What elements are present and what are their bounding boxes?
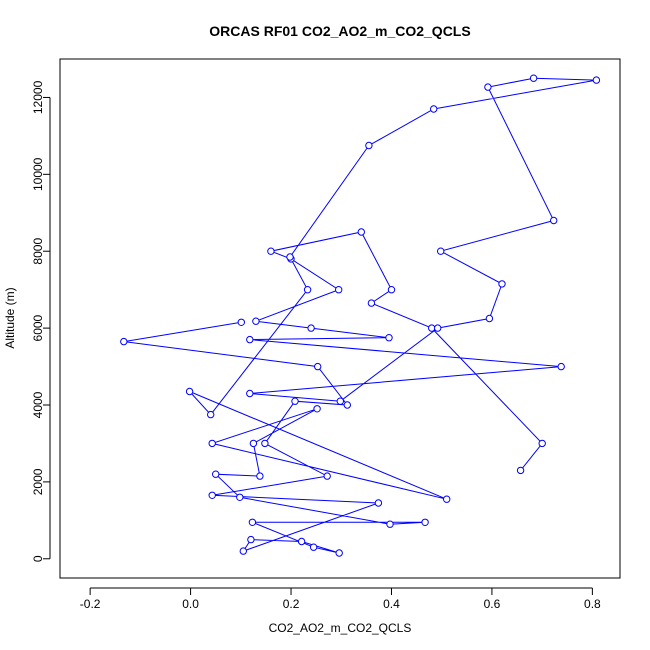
data-point xyxy=(303,286,312,294)
data-point xyxy=(314,362,322,371)
y-tick-label: 6000 xyxy=(31,314,45,341)
data-point xyxy=(248,518,257,526)
data-point xyxy=(291,397,299,405)
y-tick-label: 0 xyxy=(31,555,45,562)
data-point xyxy=(385,334,393,342)
x-tick-label: 0.6 xyxy=(484,597,501,611)
data-point xyxy=(550,216,558,225)
chart-title: ORCAS RF01 CO2_AO2_m_CO2_QCLS xyxy=(209,23,470,39)
data-point xyxy=(261,439,269,448)
data-point xyxy=(336,397,344,405)
x-tick-label: 0.0 xyxy=(182,597,199,611)
data-point xyxy=(557,362,565,371)
y-tick-label: 2000 xyxy=(31,468,45,495)
data-point xyxy=(367,299,376,307)
series-layer xyxy=(120,74,601,557)
y-axis-label: Altitude (m) xyxy=(3,287,17,348)
plot-frame xyxy=(59,58,621,579)
data-point xyxy=(335,286,343,294)
x-tick-label: 0.2 xyxy=(283,597,300,611)
x-tick-label: 0.4 xyxy=(383,597,400,611)
data-point xyxy=(237,318,246,326)
data-point xyxy=(246,335,254,344)
plot-area xyxy=(59,58,621,579)
data-point xyxy=(538,439,546,448)
data-point xyxy=(421,518,429,526)
data-point xyxy=(386,520,394,528)
data-point xyxy=(247,535,255,544)
data-point xyxy=(357,228,365,236)
data-point xyxy=(239,547,248,555)
data-point xyxy=(335,549,343,557)
x-axis: -0.2 0.0 0.2 0.4 0.6 0.8 xyxy=(80,587,601,611)
data-point xyxy=(387,286,396,294)
data-point xyxy=(185,387,194,396)
data-point xyxy=(256,472,264,480)
data-point xyxy=(498,280,506,288)
y-axis: 0 2000 4000 6000 8000 10000 12000 xyxy=(31,80,51,562)
data-point xyxy=(485,314,494,323)
x-tick-label: -0.2 xyxy=(80,597,101,611)
data-point xyxy=(267,247,275,255)
data-point xyxy=(286,253,294,261)
data-point xyxy=(437,247,445,255)
data-point xyxy=(208,439,216,448)
data-point xyxy=(430,105,438,113)
data-point xyxy=(246,389,254,398)
series-line xyxy=(123,77,597,554)
data-point xyxy=(428,324,436,332)
x-axis-label: CO2_AO2_m_CO2_QCLS xyxy=(269,621,412,635)
data-point xyxy=(443,495,451,503)
data-point xyxy=(434,324,442,332)
data-point xyxy=(249,439,258,448)
data-point xyxy=(529,74,538,82)
data-point xyxy=(374,499,383,507)
data-point xyxy=(365,141,373,150)
data-point xyxy=(252,317,260,325)
data-point xyxy=(307,324,315,332)
data-point xyxy=(208,491,216,499)
data-point xyxy=(592,76,601,84)
data-point xyxy=(484,83,492,91)
y-tick-label: 4000 xyxy=(31,391,45,418)
data-point xyxy=(516,466,525,475)
data-point xyxy=(120,337,128,346)
data-point xyxy=(313,405,321,413)
y-tick-label: 8000 xyxy=(31,238,45,265)
y-tick-label: 12000 xyxy=(31,80,45,114)
data-point xyxy=(309,543,318,551)
data-point xyxy=(212,470,220,478)
x-tick-label: 0.8 xyxy=(584,597,601,611)
data-point xyxy=(207,410,215,419)
data-point xyxy=(236,493,244,501)
data-point xyxy=(323,472,331,480)
y-tick-label: 10000 xyxy=(31,157,45,191)
data-point xyxy=(297,537,306,546)
data-point xyxy=(343,401,351,409)
